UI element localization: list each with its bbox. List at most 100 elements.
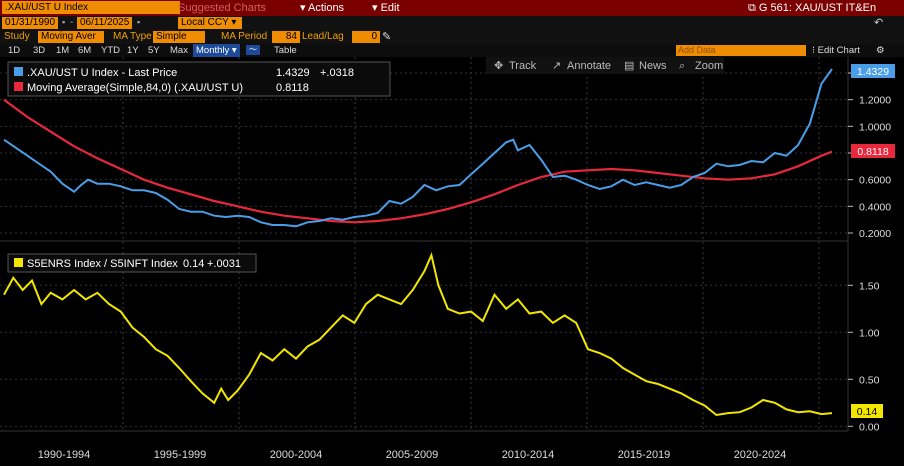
lead-lag-input[interactable]: 0 [352,31,380,43]
bottom-y-axis: 0.00 0.50 1.00 1.50 [848,280,880,433]
xau-last-value: 1.4329 [857,66,889,78]
y-tick-label: 0.00 [859,421,880,433]
xau-legend-change: +.0318 [320,67,354,79]
period-ytd[interactable]: YTD [101,45,120,56]
frequency-label: Monthly [196,45,230,56]
ratio-legend-value: 0.14 [183,258,204,270]
lead-lag-label: Lead/Lag [302,31,344,42]
suggested-charts-button[interactable]: Suggested Charts [178,1,266,15]
xau-legend-value: 1.4329 [276,67,310,79]
x-tick-label: 2020-2024 [734,449,787,461]
x-tick-label: 2005-2009 [386,449,439,461]
actions-label: Actions [307,2,345,14]
date-range-row: 01/31/1990 ▪ - 06/11/2025 ▪ Local CCY ▾ … [0,16,904,30]
pencil-icon[interactable]: ✎ [382,31,392,43]
date-separator: - [70,17,74,28]
period-max[interactable]: Max [170,45,188,56]
period-1y[interactable]: 1Y [127,45,139,56]
ma-legend-label: Moving Average(Simple,84,0) (.XAU/UST U) [27,82,243,94]
ma-legend-swatch [14,82,23,91]
chart-code: ⧉ G 561: XAU/UST IT&En [748,1,876,15]
track-button[interactable]: Track [509,60,537,72]
period-1d[interactable]: 1D [8,45,21,56]
ratio-legend-change: +.0031 [207,258,241,270]
actions-menu[interactable]: ▾ Actions [300,2,345,14]
ma-period-label: MA Period [221,31,268,42]
ratio-last-value-tag [851,404,883,418]
bottom-legend [7,253,257,273]
calendar-icon[interactable]: ▪ [62,17,66,27]
undo-icon[interactable]: ↶ [874,17,884,29]
energy-tech-ratio-line [3,252,833,417]
chart-tools-bar [486,57,724,74]
annotate-icon[interactable]: ↗ [552,60,561,72]
currency-label: Local CCY [181,17,229,28]
settings-gear-icon[interactable]: ⚙ [876,45,885,56]
xau-legend-swatch [14,67,23,76]
zoom-icon[interactable]: ⌕ [679,60,685,72]
ma-type-label: MA Type [113,31,152,42]
x-tick-label: 1995-1999 [154,449,207,461]
ma-last-value-tag [851,144,895,158]
edit-menu[interactable]: ▾ Edit [372,2,400,14]
period-row: 1D 3D 1M 6M YTD 1Y 5Y Max Monthly ▾ 〜 Ta… [0,44,904,57]
suggested-charts-label: Suggested Charts [178,2,267,14]
period-5y[interactable]: 5Y [148,45,160,56]
frequency-select[interactable]: Monthly ▾ [193,44,240,57]
zoom-button[interactable]: Zoom [695,60,723,72]
xau-last-value-tag [851,64,895,78]
x-tick-label: 2015-2019 [618,449,671,461]
ma-last-value: 0.8118 [857,146,888,158]
edit-label: Edit [380,2,400,14]
vertical-gridlines [122,57,820,431]
study-select[interactable]: Moving Aver [38,31,104,43]
ma-legend-value: 0.8118 [276,82,309,94]
moving-average-line [3,98,833,224]
study-row: Study Moving Aver MA Type Simple MA Peri… [0,30,904,44]
track-icon[interactable]: ✥ [494,60,503,72]
line-chart-icon[interactable]: 〜 [246,45,260,55]
ticker-input[interactable]: .XAU/UST U Index [2,1,180,14]
x-tick-label: 2000-2004 [270,449,323,461]
period-6m[interactable]: 6M [78,45,92,56]
y-tick-label: 1.0000 [859,121,891,133]
ratio-legend-swatch [14,258,23,267]
y-tick-label: 1.00 [859,327,880,339]
export-icon[interactable]: ⧉ [748,2,756,14]
y-tick-label: 1.2000 [859,95,891,107]
x-tick-label: 2010-2014 [502,449,555,461]
y-tick-label: 0.6000 [859,175,891,187]
study-value: Moving Aver [41,31,96,42]
news-button[interactable]: News [639,60,667,72]
bottom-panel-gridlines [0,284,848,427]
top-panel-gridlines [0,72,848,234]
top-toolbar: .XAU/UST U Index Suggested Charts ▾ Acti… [0,0,904,16]
currency-select[interactable]: Local CCY ▾ [178,17,242,29]
table-button[interactable]: Table [274,45,297,56]
calendar-icon[interactable]: ▪ [137,17,141,27]
edit-chart-label: Edit Chart [817,45,860,56]
y-tick-label: 1.50 [859,280,880,292]
edit-chart-button[interactable]: ⁝ Edit Chart [812,45,860,56]
y-tick-label: 0.4000 [859,201,891,213]
period-1m[interactable]: 1M [56,45,70,56]
end-date-field[interactable]: 06/11/2025 [77,17,133,29]
y-tick-label: 0.2000 [859,228,891,240]
ratio-legend-label: S5ENRS Index / S5INFT Index [27,258,178,270]
y-tick-label: 0.50 [859,374,880,386]
chart-code-label: G 561: XAU/UST IT&En [758,2,877,14]
ratio-last-value: 0.14 [857,406,878,418]
annotate-button[interactable]: Annotate [567,60,611,72]
chart-area: 0.20000.40000.60000.80001.00001.20001.40… [0,57,895,461]
ma-period-input[interactable]: 84 [272,31,300,43]
start-date-field[interactable]: 01/31/1990 [2,17,59,29]
news-icon[interactable]: ▤ [624,60,634,72]
xau-legend-label: .XAU/UST U Index - Last Price [27,67,177,79]
xau-ust-line [3,68,833,228]
x-tick-label: 1990-1994 [38,449,91,461]
study-label: Study [4,31,30,42]
add-data-input[interactable]: Add Data [676,45,806,56]
x-axis: 1990-1994 1995-1999 2000-2004 2005-2009 … [38,449,787,461]
ma-type-select[interactable]: Simple [153,31,205,43]
period-3d[interactable]: 3D [33,45,46,56]
